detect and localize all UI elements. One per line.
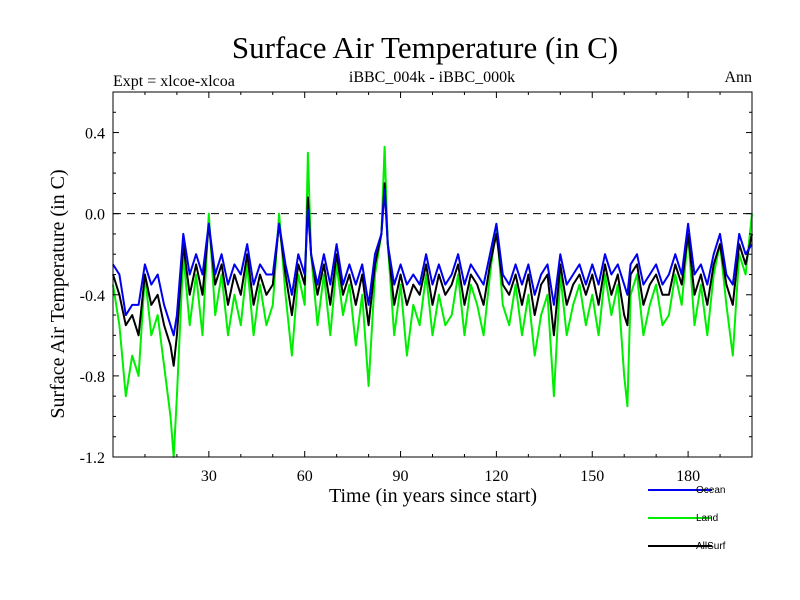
chart-subtitle-left: Expt = xlcoe-xlcoa — [113, 73, 235, 90]
series-line-land — [112, 145, 753, 458]
x-tick-label: 120 — [484, 468, 508, 485]
chart-subtitle-center: iBBC_004k - iBBC_000k — [349, 69, 515, 86]
y-tick-label: 0.4 — [85, 126, 105, 143]
series-layer — [112, 145, 753, 458]
x-axis-label: Time (in years since start) — [329, 485, 537, 507]
chart-subtitle-right: Ann — [724, 69, 752, 86]
x-tick-label: 150 — [580, 468, 604, 485]
x-tick-label: 30 — [201, 468, 217, 485]
ticks-layer: 30 60 90 120 150 180 -1.2 -0.8 -0.4 0.0 0.4 — [80, 92, 752, 485]
chart-title: Surface Air Temperature (in C) — [232, 30, 618, 65]
legend-label-ocean: Ocean — [696, 485, 725, 496]
legend-label-land: Land — [696, 513, 718, 524]
legend: Ocean Land AllSurf — [648, 485, 726, 552]
y-tick-label: -1.2 — [80, 450, 105, 467]
y-axis-label: Surface Air Temperature (in C) — [47, 169, 69, 418]
y-tick-label: -0.4 — [80, 288, 105, 305]
legend-label-allsurf: AllSurf — [696, 541, 726, 552]
plot-area: 30 60 90 120 150 180 -1.2 -0.8 -0.4 0.0 0.4 — [80, 91, 753, 485]
x-tick-label: 60 — [297, 468, 313, 485]
y-tick-label: -0.8 — [80, 369, 105, 386]
y-tick-label: 0.0 — [85, 207, 105, 224]
x-tick-label: 180 — [676, 468, 700, 485]
x-tick-label: 90 — [393, 468, 409, 485]
series-line-ocean — [112, 188, 753, 337]
series-line-allsurf — [112, 182, 753, 367]
